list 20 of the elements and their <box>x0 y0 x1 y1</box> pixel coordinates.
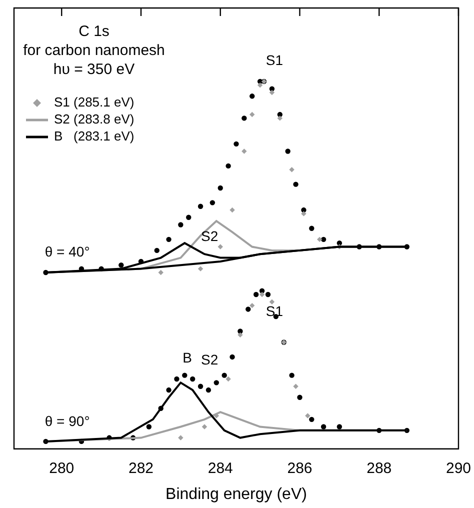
annotation: θ = 40° <box>44 244 90 260</box>
annotation: S1 <box>266 303 284 320</box>
annotation: θ = 90° <box>44 413 90 430</box>
annotation: B <box>182 349 192 366</box>
annotation: S2 <box>201 352 218 368</box>
x-tick-label: 286 <box>287 460 312 477</box>
x-axis-title: Binding energy (eV) <box>166 486 307 503</box>
x-tick-label: 280 <box>49 460 74 477</box>
annotation: S2 <box>201 228 218 244</box>
x-tick-label: 284 <box>208 460 233 477</box>
text: for carbon nanomesh <box>23 42 165 60</box>
text: C 1s <box>78 23 110 40</box>
x-tick-label: 288 <box>366 460 392 477</box>
text: hυ = 350 eV <box>53 61 135 78</box>
text: S1 <box>266 52 284 68</box>
legend-label: S1 (285.1 eV) <box>54 94 134 110</box>
x-tick-label: 290 <box>446 460 471 477</box>
legend-label: B (283.1 eV) <box>54 128 134 144</box>
x-tick-label: 282 <box>128 460 154 477</box>
legend-label: S2 (283.8 eV) <box>54 112 134 127</box>
